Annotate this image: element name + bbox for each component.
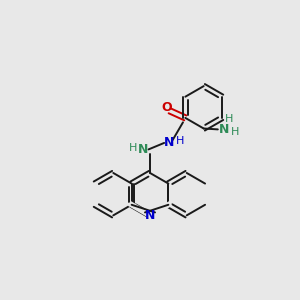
Text: H: H — [129, 142, 137, 153]
Text: N: N — [145, 209, 155, 222]
Text: N: N — [164, 136, 174, 149]
Text: O: O — [161, 100, 172, 113]
Text: N: N — [138, 143, 149, 156]
Text: H: H — [231, 127, 239, 137]
Text: H: H — [176, 136, 184, 146]
Text: N: N — [219, 124, 230, 136]
Text: H: H — [225, 114, 233, 124]
